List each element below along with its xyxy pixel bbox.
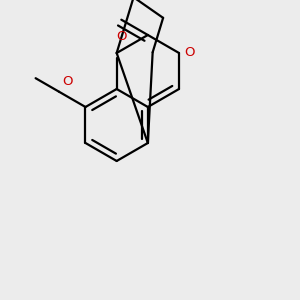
Text: O: O — [116, 30, 127, 43]
Text: O: O — [184, 46, 194, 59]
Text: O: O — [62, 75, 73, 88]
